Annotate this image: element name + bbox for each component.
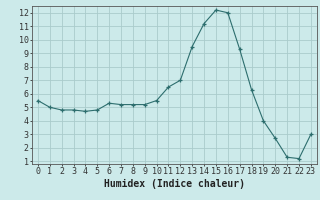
X-axis label: Humidex (Indice chaleur): Humidex (Indice chaleur) (104, 179, 245, 189)
